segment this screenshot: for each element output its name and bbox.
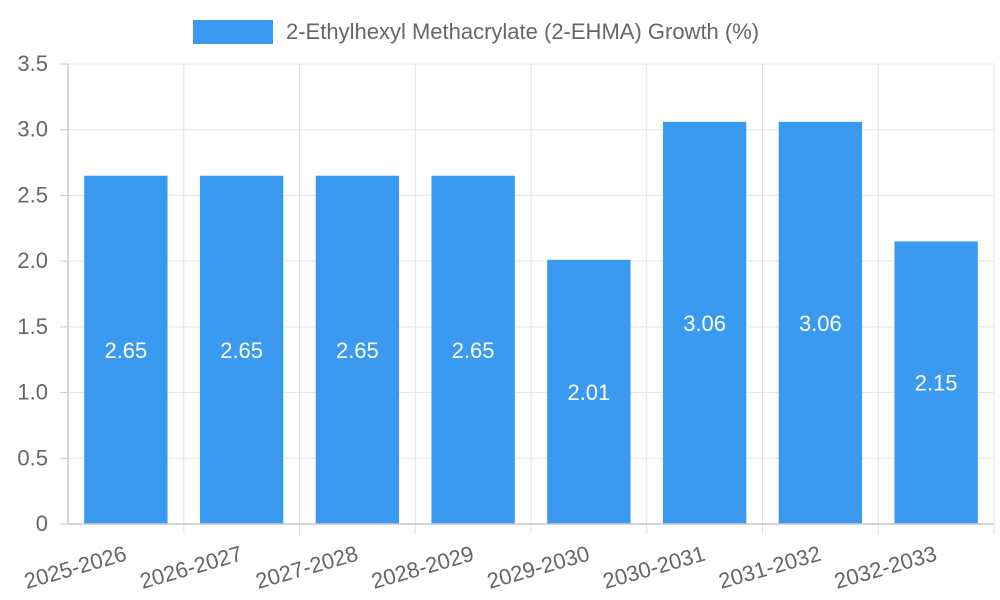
- bar: [431, 175, 515, 524]
- x-tick-label: 2026-2027: [137, 541, 245, 594]
- bar: [778, 121, 863, 524]
- y-tick-label: 1.0: [17, 380, 48, 405]
- y-tick-label: 0: [36, 511, 48, 536]
- legend-swatch: [193, 20, 273, 44]
- y-tick-label: 0.5: [17, 445, 48, 470]
- x-tick-label: 2032-2033: [831, 541, 939, 594]
- bar: [547, 259, 631, 524]
- data-label: 3.06: [683, 311, 726, 336]
- data-label: 2.65: [104, 338, 147, 363]
- bar: [84, 175, 168, 524]
- y-axis-ticks: 0 0.5 1.0 1.5 2.0 2.5 3.0 3.5: [17, 51, 68, 536]
- data-label: 2.15: [915, 371, 958, 396]
- data-label: 2.65: [452, 338, 495, 363]
- bar: [662, 121, 747, 524]
- data-label: 2.65: [336, 338, 379, 363]
- x-tick-label: 2029-2030: [484, 541, 592, 594]
- y-tick-label: 3.0: [17, 117, 48, 142]
- legend: 2-Ethylhexyl Methacrylate (2-EHMA) Growt…: [193, 19, 759, 44]
- y-tick-label: 3.5: [17, 51, 48, 76]
- y-tick-label: 2.0: [17, 248, 48, 273]
- y-tick-label: 1.5: [17, 314, 48, 339]
- x-tick-label: 2031-2032: [716, 541, 824, 594]
- legend-label: 2-Ethylhexyl Methacrylate (2-EHMA) Growt…: [286, 19, 759, 44]
- bar: [199, 175, 284, 524]
- x-tick-label: 2028-2029: [368, 541, 476, 594]
- data-labels: 2.65 2.65 2.65 2.65 2.01 3.06 3.06 2.15: [104, 311, 957, 405]
- data-label: 3.06: [799, 311, 842, 336]
- x-tick-label: 2030-2031: [600, 541, 708, 594]
- x-axis-ticks: 2025-2026 2026-2027 2027-2028 2028-2029 2029…: [21, 541, 939, 594]
- data-label: 2.01: [567, 380, 610, 405]
- bars: [84, 121, 978, 524]
- axes: [67, 64, 994, 525]
- y-tick-label: 2.5: [17, 182, 48, 207]
- bar: [315, 175, 400, 524]
- data-label: 2.65: [220, 338, 263, 363]
- bar: [894, 241, 978, 524]
- x-tick-label: 2025-2026: [21, 541, 129, 594]
- x-tick-label: 2027-2028: [253, 541, 361, 594]
